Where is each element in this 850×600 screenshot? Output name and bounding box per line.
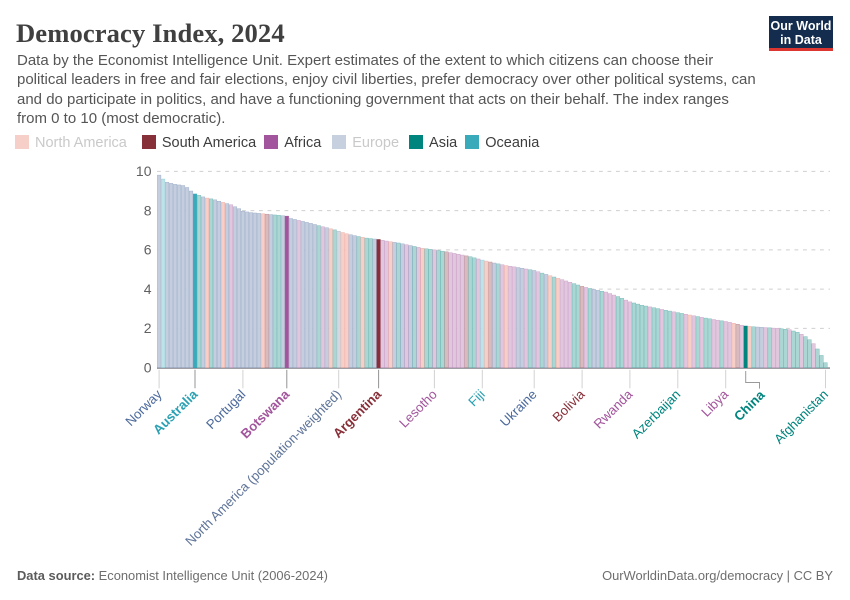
svg-text:Afghanistan: Afghanistan <box>771 387 831 447</box>
svg-text:10: 10 <box>136 163 152 179</box>
svg-text:4: 4 <box>144 281 152 297</box>
svg-text:Fiji: Fiji <box>465 387 488 410</box>
svg-text:6: 6 <box>144 242 152 258</box>
svg-text:Botswana: Botswana <box>238 386 293 441</box>
svg-text:Azerbaijan: Azerbaijan <box>629 387 684 442</box>
svg-text:Ukraine: Ukraine <box>497 387 540 430</box>
svg-text:Libya: Libya <box>698 386 731 419</box>
svg-text:2: 2 <box>144 320 152 336</box>
svg-text:0: 0 <box>144 359 152 375</box>
svg-text:8: 8 <box>144 202 152 218</box>
svg-text:Rwanda: Rwanda <box>591 386 636 431</box>
svg-text:China: China <box>731 387 768 424</box>
svg-text:Lesotho: Lesotho <box>396 387 440 431</box>
svg-text:Bolivia: Bolivia <box>550 386 589 425</box>
svg-text:Portugal: Portugal <box>203 387 248 432</box>
